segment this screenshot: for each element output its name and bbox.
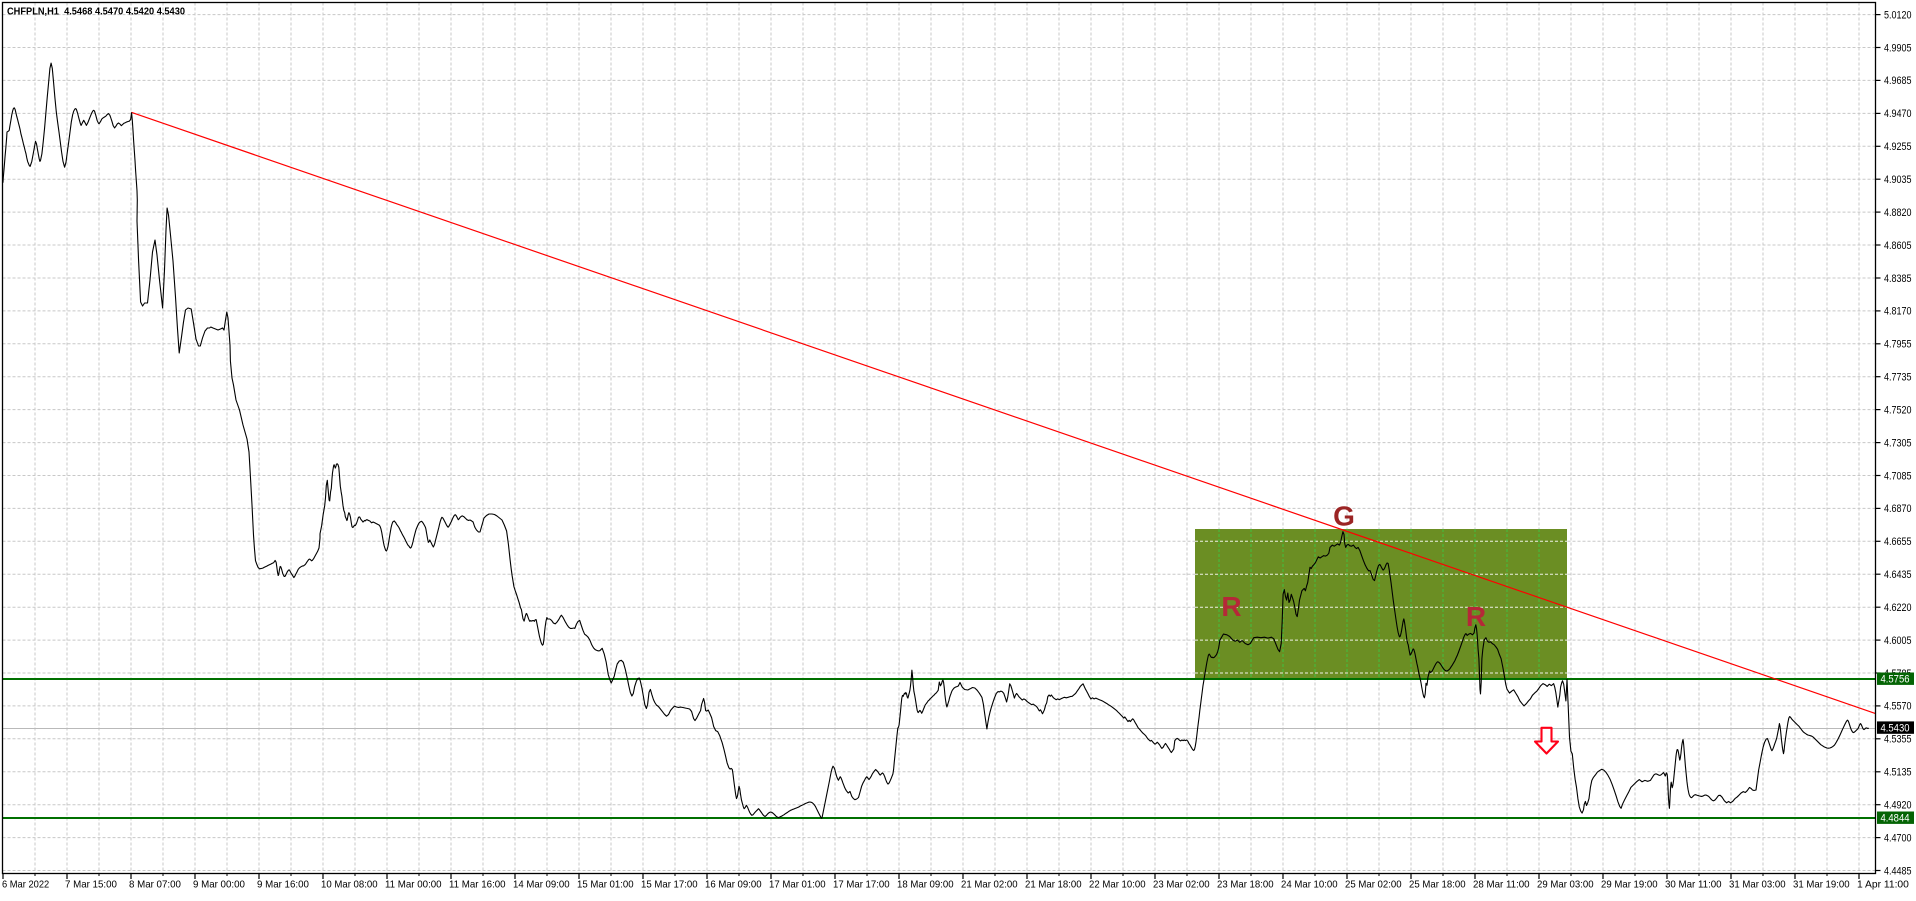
svg-text:4.4844: 4.4844: [1881, 812, 1910, 824]
svg-text:4.6435: 4.6435: [1884, 569, 1912, 581]
svg-text:15 Mar 17:00: 15 Mar 17:00: [641, 880, 698, 891]
svg-text:31 Mar 03:00: 31 Mar 03:00: [1729, 880, 1786, 891]
svg-text:4.8170: 4.8170: [1884, 306, 1912, 318]
svg-text:15 Mar 01:00: 15 Mar 01:00: [577, 880, 634, 891]
svg-text:4.9685: 4.9685: [1884, 75, 1912, 87]
svg-text:22 Mar 10:00: 22 Mar 10:00: [1089, 880, 1146, 891]
svg-text:R: R: [1221, 591, 1241, 622]
svg-text:4.7520: 4.7520: [1884, 404, 1912, 416]
svg-text:11 Mar 00:00: 11 Mar 00:00: [385, 880, 442, 891]
svg-text:4.4920: 4.4920: [1884, 800, 1912, 812]
svg-text:9 Mar 00:00: 9 Mar 00:00: [193, 880, 245, 891]
svg-text:4.4700: 4.4700: [1884, 832, 1912, 844]
svg-text:4.9035: 4.9035: [1884, 174, 1912, 186]
svg-text:4.9255: 4.9255: [1884, 141, 1912, 153]
svg-text:4.8605: 4.8605: [1884, 240, 1912, 252]
svg-text:4.9905: 4.9905: [1884, 42, 1912, 54]
svg-text:9 Mar 16:00: 9 Mar 16:00: [257, 880, 309, 891]
svg-text:4.8385: 4.8385: [1884, 273, 1912, 285]
svg-text:4.7735: 4.7735: [1884, 372, 1912, 384]
svg-text:1 Apr 11:00: 1 Apr 11:00: [1857, 880, 1909, 891]
svg-text:4.6005: 4.6005: [1884, 635, 1912, 647]
svg-text:R: R: [1466, 601, 1486, 632]
svg-text:4.5355: 4.5355: [1884, 734, 1912, 746]
svg-text:4.5430: 4.5430: [1881, 722, 1910, 734]
svg-text:6 Mar 2022: 6 Mar 2022: [2, 880, 49, 891]
svg-text:30 Mar 11:00: 30 Mar 11:00: [1665, 880, 1722, 891]
svg-text:4.6655: 4.6655: [1884, 536, 1912, 548]
svg-text:16 Mar 09:00: 16 Mar 09:00: [705, 880, 762, 891]
svg-text:5.0120: 5.0120: [1884, 9, 1912, 21]
svg-text:25 Mar 02:00: 25 Mar 02:00: [1345, 880, 1402, 891]
svg-text:4.7955: 4.7955: [1884, 339, 1912, 351]
svg-text:29 Mar 03:00: 29 Mar 03:00: [1537, 880, 1594, 891]
svg-text:17 Mar 01:00: 17 Mar 01:00: [769, 880, 826, 891]
svg-text:4.8820: 4.8820: [1884, 207, 1912, 219]
svg-text:28 Mar 11:00: 28 Mar 11:00: [1473, 880, 1530, 891]
svg-text:4.4485: 4.4485: [1884, 865, 1912, 877]
svg-text:10 Mar 08:00: 10 Mar 08:00: [321, 880, 378, 891]
svg-text:21 Mar 18:00: 21 Mar 18:00: [1025, 880, 1082, 891]
svg-text:31 Mar 19:00: 31 Mar 19:00: [1793, 880, 1850, 891]
svg-text:4.9470: 4.9470: [1884, 108, 1912, 120]
svg-text:G: G: [1333, 501, 1355, 532]
svg-text:23 Mar 02:00: 23 Mar 02:00: [1153, 880, 1210, 891]
svg-text:4.7305: 4.7305: [1884, 437, 1912, 449]
svg-text:4.5570: 4.5570: [1884, 701, 1912, 713]
svg-text:4.7085: 4.7085: [1884, 470, 1912, 482]
svg-text:29 Mar 19:00: 29 Mar 19:00: [1601, 880, 1658, 891]
svg-text:7 Mar 15:00: 7 Mar 15:00: [65, 880, 117, 891]
svg-text:CHFPLN,H1 4.5468 4.5470 4.542: CHFPLN,H1 4.5468 4.5470 4.5420 4.5430: [7, 7, 185, 18]
svg-text:24 Mar 10:00: 24 Mar 10:00: [1281, 880, 1338, 891]
svg-text:21 Mar 02:00: 21 Mar 02:00: [961, 880, 1018, 891]
svg-text:17 Mar 17:00: 17 Mar 17:00: [833, 880, 890, 891]
svg-text:18 Mar 09:00: 18 Mar 09:00: [897, 880, 954, 891]
svg-text:4.5756: 4.5756: [1881, 673, 1910, 685]
svg-text:14 Mar 09:00: 14 Mar 09:00: [513, 880, 570, 891]
svg-text:4.5135: 4.5135: [1884, 767, 1912, 779]
svg-text:11 Mar 16:00: 11 Mar 16:00: [449, 880, 506, 891]
svg-text:8 Mar 07:00: 8 Mar 07:00: [129, 880, 181, 891]
svg-text:4.6220: 4.6220: [1884, 602, 1912, 614]
svg-text:23 Mar 18:00: 23 Mar 18:00: [1217, 880, 1274, 891]
svg-text:4.6870: 4.6870: [1884, 503, 1912, 515]
svg-text:25 Mar 18:00: 25 Mar 18:00: [1409, 880, 1466, 891]
